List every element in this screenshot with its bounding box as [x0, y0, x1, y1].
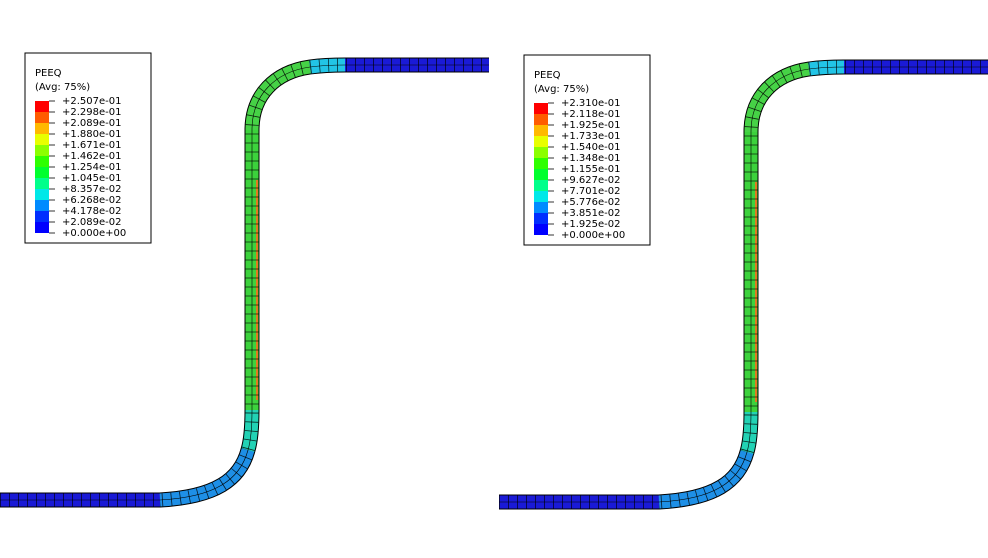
legend-swatch — [35, 123, 49, 134]
legend-label: +7.701e-02 — [561, 186, 621, 197]
legend-label: +4.178e-02 — [62, 206, 122, 217]
legend-subtitle: (Avg: 75%) — [534, 84, 589, 95]
legend-swatch — [534, 180, 548, 191]
legend-swatch — [534, 213, 548, 224]
legend-swatch — [35, 178, 49, 189]
legend-swatch — [534, 114, 548, 125]
legend-label: +1.045e-01 — [62, 173, 122, 184]
legend-swatch — [35, 145, 49, 156]
legend-label: +2.118e-01 — [561, 109, 621, 120]
legend-label: +1.254e-01 — [62, 162, 122, 173]
legend-label: +1.925e-01 — [561, 120, 621, 131]
legend-swatch — [534, 224, 548, 235]
legend-label: +8.357e-02 — [62, 184, 122, 195]
legend-label: +1.462e-01 — [62, 151, 122, 162]
legend-label: +5.776e-02 — [561, 197, 621, 208]
legend-swatch — [35, 200, 49, 211]
legend-label: +2.089e-01 — [62, 118, 122, 129]
legend: PEEQ(Avg: 75%)+2.310e-01+2.118e-01+1.925… — [523, 54, 651, 246]
legend-swatch — [35, 156, 49, 167]
legend-swatch — [534, 136, 548, 147]
legend-label: +0.000e+00 — [62, 228, 126, 239]
legend-label: +1.925e-02 — [561, 219, 621, 230]
legend-label: +2.507e-01 — [62, 96, 122, 107]
legend-label: +1.540e-01 — [561, 142, 621, 153]
legend-swatch — [534, 158, 548, 169]
legend-swatch — [35, 222, 49, 233]
legend-label: +6.268e-02 — [62, 195, 122, 206]
legend-title: PEEQ — [35, 68, 62, 79]
panel: PEEQ(Avg: 75%)+2.507e-01+2.298e-01+2.089… — [0, 52, 489, 508]
legend: PEEQ(Avg: 75%)+2.507e-01+2.298e-01+2.089… — [24, 52, 152, 244]
panel: PEEQ(Avg: 75%)+2.310e-01+2.118e-01+1.925… — [499, 54, 988, 510]
legend-title: PEEQ — [534, 70, 561, 81]
mesh-midline — [0, 64, 489, 501]
legend-swatch — [534, 202, 548, 213]
legend-label: +2.298e-01 — [62, 107, 122, 118]
legend-label: +1.880e-01 — [62, 129, 122, 140]
legend-label: +2.310e-01 — [561, 98, 621, 109]
legend-swatch — [534, 147, 548, 158]
mesh-midline — [499, 66, 988, 503]
legend-swatch — [35, 134, 49, 145]
legend-swatch — [35, 112, 49, 123]
legend-subtitle: (Avg: 75%) — [35, 82, 90, 93]
legend-swatch — [35, 101, 49, 112]
legend-label: +1.348e-01 — [561, 153, 621, 164]
legend-swatch — [35, 211, 49, 222]
legend-swatch — [35, 167, 49, 178]
legend-swatch — [534, 125, 548, 136]
legend-label: +1.155e-01 — [561, 164, 621, 175]
legend-swatch — [534, 191, 548, 202]
legend-swatch — [35, 189, 49, 200]
legend-label: +1.733e-01 — [561, 131, 621, 142]
legend-label: +9.627e-02 — [561, 175, 621, 186]
legend-label: +1.671e-01 — [62, 140, 122, 151]
legend-label: +0.000e+00 — [561, 230, 625, 241]
legend-label: +2.089e-02 — [62, 217, 122, 228]
legend-swatch — [534, 169, 548, 180]
legend-swatch — [534, 103, 548, 114]
legend-label: +3.851e-02 — [561, 208, 621, 219]
